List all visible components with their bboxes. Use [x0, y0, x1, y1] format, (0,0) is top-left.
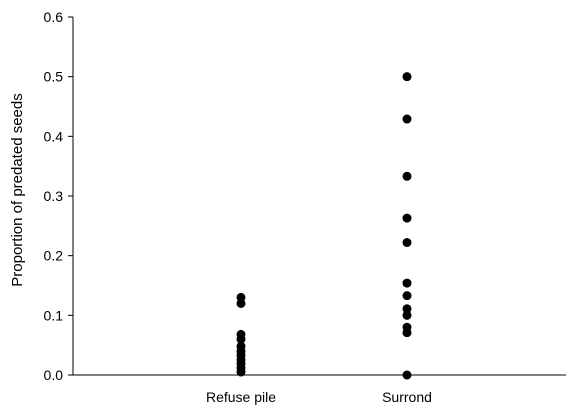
data-point — [402, 238, 412, 248]
data-point — [236, 334, 246, 344]
data-point — [402, 328, 412, 338]
data-points — [236, 72, 412, 380]
x-category-label: Refuse pile — [206, 389, 276, 405]
data-point — [402, 304, 412, 314]
y-tick-label: 0.0 — [44, 367, 64, 383]
data-point — [236, 298, 246, 308]
y-tick-label: 0.6 — [44, 9, 64, 25]
y-tick-label: 0.3 — [44, 188, 64, 204]
data-point — [402, 72, 412, 82]
x-category-label: Surrond — [382, 389, 432, 405]
data-point — [402, 114, 412, 124]
y-tick-label: 0.2 — [44, 248, 64, 264]
y-tick-label: 0.4 — [44, 128, 64, 144]
data-point — [236, 367, 246, 377]
data-point — [402, 291, 412, 301]
data-point — [402, 310, 412, 320]
y-axis-title: Proportion of predated seeds — [9, 93, 26, 286]
data-point — [402, 171, 412, 181]
y-axis-ticks: 0.0 0.1 0.2 0.3 0.4 0.5 0.6 — [44, 9, 73, 383]
x-axis-labels: Refuse pile Surrond — [206, 389, 432, 405]
y-tick-label: 0.1 — [44, 307, 64, 323]
data-point — [402, 213, 412, 223]
data-point — [402, 278, 412, 288]
y-tick-label: 0.5 — [44, 69, 64, 85]
